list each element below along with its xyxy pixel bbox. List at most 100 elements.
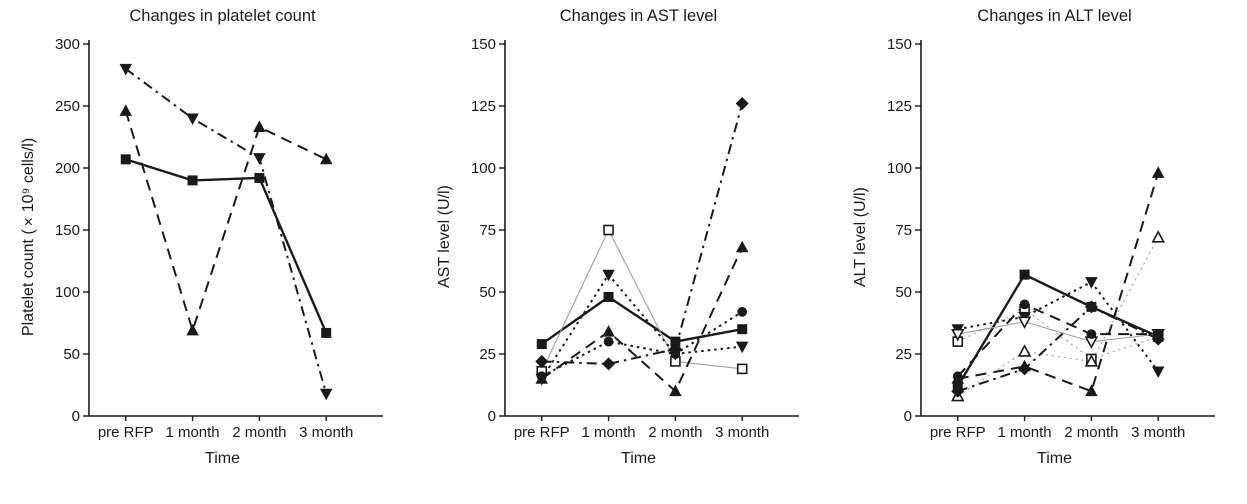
square-marker	[736, 324, 747, 335]
triangle-down-marker	[119, 63, 132, 76]
diamond-marker	[1151, 332, 1165, 346]
patient-filled-circle-line	[540, 310, 743, 378]
x-tick-label: 1 month	[581, 424, 635, 441]
circle-marker	[1019, 299, 1029, 310]
x-axis-label: Time	[621, 450, 656, 467]
y-tick-label: 150	[54, 222, 79, 239]
y-tick-label: 0	[71, 408, 79, 425]
chart-body: Platelet count (×10⁹ cells/l) 0 50 100 150 2…	[17, 28, 399, 446]
ast-level-plot: 0 25 50 75 100 125 150 pre RFP 1 month 2 month 3 m…	[470, 36, 799, 441]
diamond-marker	[950, 384, 964, 398]
y-axis-label: AST level (U/l)	[435, 185, 453, 289]
y-tick-label: 50	[895, 284, 912, 301]
x-tick-label: 2 month	[232, 424, 286, 441]
patient-filled-square-line	[956, 273, 1159, 387]
patient-open-triangle-down-line	[957, 321, 1158, 343]
x-axis-label: Time	[1037, 450, 1072, 467]
y-tick-label: 25	[895, 346, 912, 363]
alt-level-plot: 0 25 50 75 100 125 150 pre RFP 1 month 2 month 3 m…	[886, 36, 1215, 441]
triangle-down-marker	[319, 388, 332, 401]
chart-title: Changes in ALT level	[977, 7, 1132, 25]
y-tick-label: 100	[886, 160, 911, 177]
square-marker	[187, 175, 198, 186]
chart-title: Changes in AST level	[559, 7, 718, 25]
triangle-down-marker	[185, 113, 199, 126]
circle-marker	[736, 306, 747, 317]
circle-marker	[536, 371, 547, 382]
circle-marker	[1085, 329, 1096, 340]
triangle-down-marker	[1084, 277, 1098, 289]
x-tick-label: 3 month	[715, 424, 769, 441]
patient-filled-triangle-up-line	[957, 172, 1159, 393]
triangle-up-marker	[735, 240, 748, 253]
triangle-up-marker	[668, 384, 682, 397]
triangle-down-marker	[1151, 366, 1164, 379]
triangle-up-marker	[1017, 344, 1031, 357]
x-tick-label: 1 month	[997, 424, 1051, 441]
patient-filled-triangle-up-line	[540, 246, 743, 393]
patient-open-square-line	[957, 308, 1158, 360]
chart-body: ALT level (U/l) 0 25 50 75 100 125 150 pre RFP 1…	[849, 28, 1231, 446]
y-tick-label: 300	[54, 36, 79, 53]
triangle-down-marker	[950, 328, 964, 342]
x-tick-label: 3 month	[1131, 424, 1185, 441]
triangle-up-marker	[1151, 166, 1164, 178]
diamond-marker	[1017, 362, 1031, 376]
x-tick-label: 3 month	[299, 424, 353, 441]
triangle-down-marker	[1017, 316, 1031, 330]
chart-body: AST level (U/l) 0 25 50 75 100 125 150 pre RFP 1…	[433, 28, 815, 446]
y-tick-label: 100	[54, 284, 79, 301]
y-tick-label: 0	[903, 408, 911, 425]
diamond-marker	[601, 357, 615, 371]
chart-panel-platelet: Changes in platelet count Platelet count…	[0, 4, 415, 472]
patient-filled-diamond-line	[956, 305, 1159, 393]
chart-panel-alt: Changes in ALT level ALT level (U/l) 0 25…	[832, 4, 1247, 472]
patient-open-square-line	[540, 228, 742, 372]
triangle-up-marker	[1084, 354, 1098, 367]
diamond-marker	[735, 97, 749, 111]
y-tick-label: 100	[470, 160, 495, 177]
square-marker	[120, 154, 131, 165]
x-tick-label: 1 month	[165, 424, 219, 441]
circle-marker	[603, 336, 613, 347]
x-tick-label: pre RFP	[929, 424, 985, 441]
y-tick-label: 0	[487, 408, 495, 425]
triangle-up-marker	[252, 120, 266, 132]
y-tick-label: 75	[479, 222, 496, 239]
triangle-up-marker	[319, 152, 332, 165]
triangle-up-marker	[1084, 384, 1098, 397]
patient-filled-triangle-down-line	[124, 67, 327, 394]
chart-title: Changes in platelet count	[129, 7, 316, 25]
x-tick-label: 2 month	[648, 424, 702, 441]
y-tick-label: 125	[886, 98, 911, 115]
triangle-down-marker	[601, 269, 615, 282]
x-tick-label: pre RFP	[513, 424, 569, 441]
y-tick-label: 25	[479, 346, 496, 363]
x-tick-label: 2 month	[1064, 424, 1118, 441]
y-tick-label: 150	[470, 36, 495, 53]
y-axis-label: Platelet count (×10⁹ cells/l)	[19, 137, 37, 337]
triangle-up-marker	[185, 323, 199, 336]
diamond-marker	[1084, 300, 1098, 314]
patient-filled-diamond-line	[541, 103, 743, 365]
y-tick-label: 50	[479, 284, 496, 301]
y-tick-label: 250	[54, 98, 79, 115]
patient-filled-triangle-down-line	[540, 272, 742, 380]
patient-open-triangle-up-line	[956, 237, 1159, 397]
square-marker	[1019, 269, 1030, 280]
triangle-up-marker	[601, 325, 615, 337]
square-marker	[536, 339, 547, 350]
triangle-down-marker	[735, 341, 748, 354]
diamond-marker	[534, 354, 548, 368]
triangle-down-marker	[252, 153, 266, 165]
platelet-count-plot: 0 50 100 150 200 250 300 pre RFP 1 month 2 month 3…	[54, 36, 383, 441]
chart-panel-ast: Changes in AST level AST level (U/l) 0 25…	[416, 4, 831, 472]
y-tick-label: 75	[895, 222, 912, 239]
triangle-up-marker	[1150, 230, 1165, 243]
square-marker	[603, 291, 614, 302]
square-marker	[736, 363, 748, 375]
patient-filled-circle-line	[956, 303, 1158, 378]
circle-marker	[952, 371, 963, 382]
patient-filled-square-line	[540, 295, 742, 346]
